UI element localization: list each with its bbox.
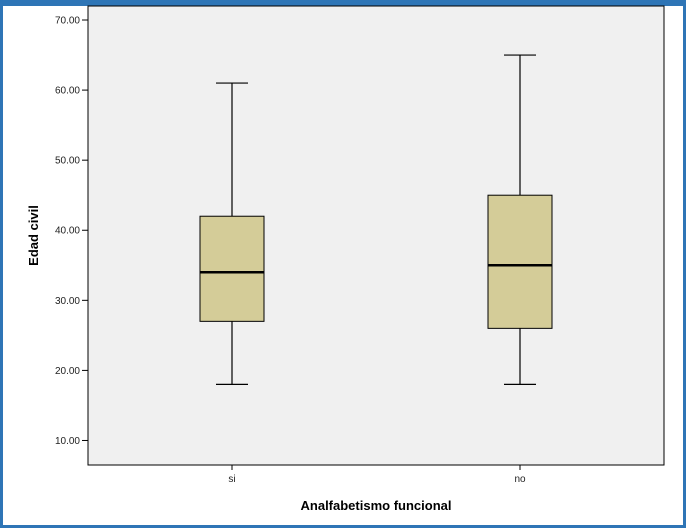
y-tick-label: 30.00 — [55, 296, 80, 307]
plot-area — [87, 5, 665, 466]
y-tick-label: 60.00 — [55, 86, 80, 97]
iqr-box — [487, 194, 553, 329]
boxes-layer — [199, 54, 553, 386]
y-tick-label: 10.00 — [55, 436, 80, 447]
y-tick-label: 20.00 — [55, 366, 80, 377]
y-axis: 10.00 20.00 30.00 40.00 50.00 60.00 70.00 — [55, 16, 88, 447]
y-axis-title: Edad civil — [26, 205, 41, 266]
x-tick-label: si — [228, 474, 235, 485]
x-axis-title: Analfabetismo funcional — [301, 498, 452, 513]
y-tick-label: 50.00 — [55, 156, 80, 167]
box-si — [199, 82, 265, 386]
iqr-box — [199, 215, 265, 322]
box-no — [487, 54, 553, 386]
y-tick-label: 70.00 — [55, 16, 80, 27]
x-tick-label: no — [514, 474, 526, 485]
y-tick-label: 40.00 — [55, 226, 80, 237]
x-axis: si no — [228, 465, 526, 485]
